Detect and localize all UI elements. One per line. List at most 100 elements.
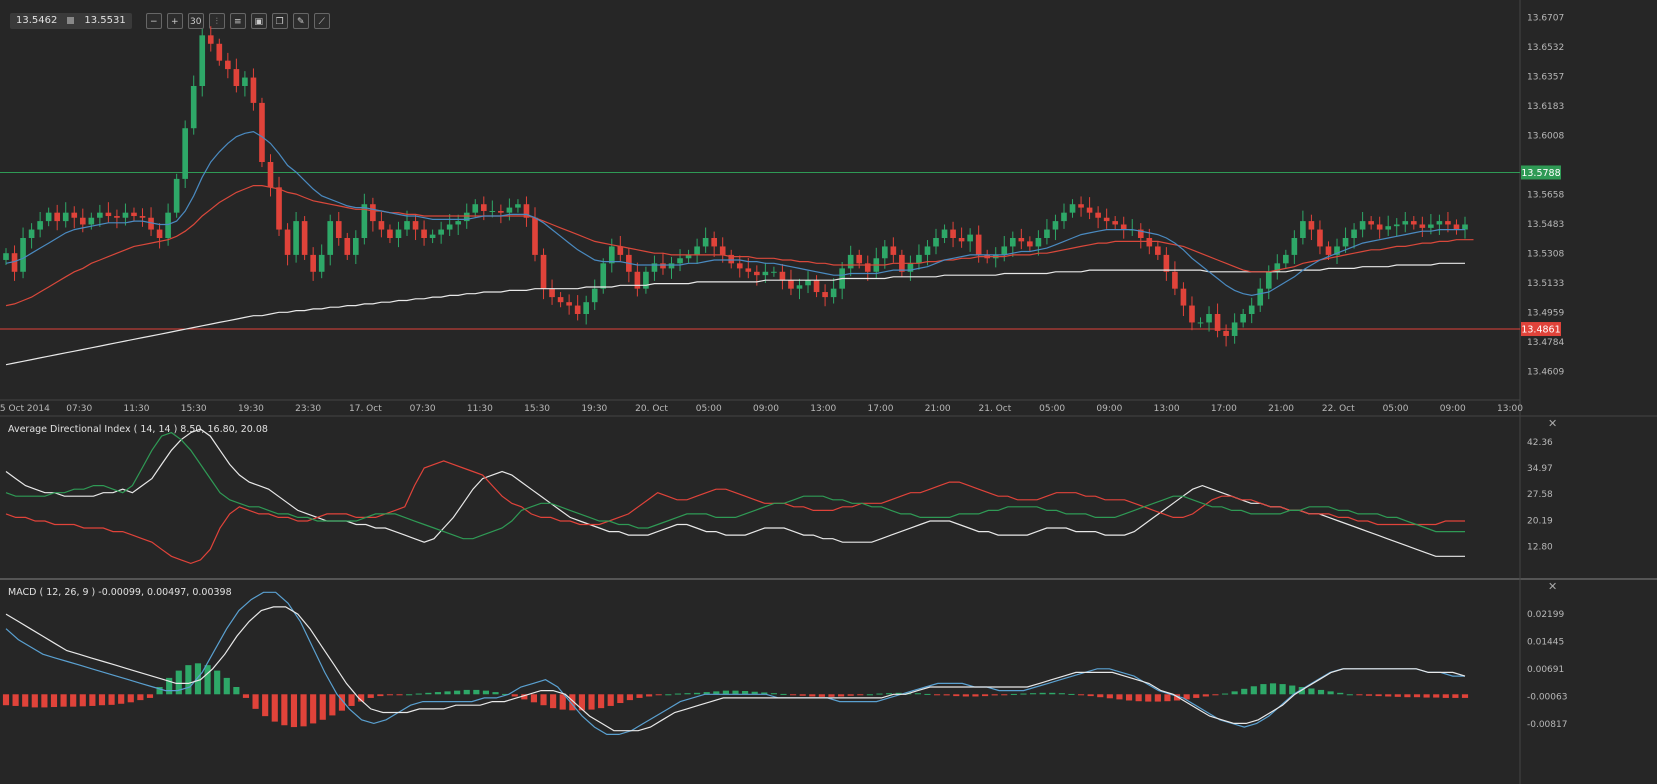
candle-body — [446, 224, 453, 230]
macd-histogram-bar — [444, 691, 451, 695]
candle-body — [122, 212, 129, 218]
macd-histogram-bar — [972, 694, 979, 697]
macd-histogram-bar — [1241, 688, 1248, 695]
candle-body — [148, 217, 154, 230]
candle-body — [62, 212, 69, 222]
candle-body — [1027, 241, 1033, 247]
candle-body — [216, 43, 223, 61]
macd-y-tick: 0.00691 — [1527, 665, 1564, 675]
candle-body — [1342, 238, 1349, 247]
macd-histogram-bar — [607, 694, 614, 706]
macd-histogram-bar — [1077, 694, 1085, 696]
draw-icon[interactable]: ⟋ — [313, 13, 330, 29]
price-y-tick: 13.6707 — [1527, 13, 1564, 23]
candle-body — [1018, 238, 1025, 242]
candle-body — [199, 35, 206, 86]
zoom-out-icon[interactable]: − — [145, 13, 162, 29]
candle-body — [557, 297, 564, 303]
candle-body — [1359, 221, 1366, 230]
macd-histogram-bar — [847, 694, 854, 696]
zoom-in-icon[interactable]: + — [166, 13, 183, 29]
candle-body — [1223, 330, 1229, 336]
candle-body — [1061, 212, 1067, 222]
macd-histogram-bar — [1461, 694, 1469, 698]
macd-histogram-bar — [1250, 686, 1257, 695]
candle-body — [3, 253, 9, 260]
candle-body — [1445, 221, 1451, 225]
candle-body — [378, 221, 385, 230]
candle-body — [762, 271, 769, 276]
price-y-tick: 13.5133 — [1527, 279, 1564, 289]
macd-histogram-bar — [137, 694, 144, 701]
candle-body — [574, 305, 581, 314]
macd-histogram-bar — [665, 694, 672, 696]
candle-body — [771, 271, 777, 273]
timeframe-button[interactable]: 30 — [187, 13, 204, 29]
macd-histogram-bar — [751, 691, 758, 695]
candle-body — [1376, 224, 1383, 230]
macd-histogram-bar — [415, 693, 422, 695]
candle-body — [1214, 314, 1221, 331]
candle-body — [813, 280, 820, 293]
price-y-tick: 13.4609 — [1527, 368, 1564, 378]
macd-histogram-bar — [530, 694, 537, 703]
candle-body — [864, 263, 871, 272]
chart-toolbar: 13.5462 13.5531 − +30 ⫶ ≡ ▣ ❐ ✎ ⟋ — [10, 12, 330, 30]
edit-icon[interactable]: ✎ — [292, 13, 309, 29]
indicators-icon[interactable]: ≡ — [229, 13, 246, 29]
macd-histogram-bar — [22, 694, 29, 707]
macd-histogram-bar — [857, 694, 864, 696]
candle-body — [634, 271, 641, 289]
candle-body — [608, 246, 615, 264]
time-x-tick: 05:00 — [696, 404, 722, 414]
macd-histogram-bar — [1029, 693, 1037, 695]
candle-body — [719, 246, 726, 255]
macd-histogram-bar — [252, 694, 259, 709]
macd-histogram-bar — [482, 690, 490, 695]
ma-fast-line — [5, 130, 1465, 297]
macd-histogram-bar — [1135, 694, 1142, 702]
candle-body — [1410, 221, 1417, 225]
macd-histogram-bar — [434, 692, 442, 695]
macd-histogram-bar — [703, 692, 710, 695]
candle-body — [643, 271, 649, 289]
macd-histogram-bar — [914, 693, 921, 695]
ma-long-line — [5, 262, 1465, 366]
macd-histogram-bar — [521, 694, 528, 700]
candle-body — [600, 263, 607, 289]
price-y-tick: 13.6183 — [1527, 102, 1564, 112]
macd-histogram-bar — [876, 693, 883, 695]
macd-histogram-bar — [1154, 694, 1161, 702]
ask-price: 13.5531 — [84, 15, 126, 26]
macd-histogram-bar — [300, 694, 307, 727]
price-y-tick: 13.5658 — [1527, 190, 1564, 200]
ma-slow-line — [5, 185, 1474, 307]
candle-body — [617, 246, 624, 255]
candle-body — [489, 210, 496, 212]
macd-histogram-bar — [1442, 694, 1449, 698]
time-x-tick: 05:00 — [1383, 404, 1409, 414]
macd-histogram-bar — [1317, 689, 1325, 695]
macd-histogram-bar — [1423, 694, 1430, 698]
chart-type-icon[interactable]: ▣ — [250, 13, 267, 29]
macd-histogram-bar — [338, 694, 346, 711]
candles-icon[interactable]: ⫶ — [208, 13, 225, 29]
macd-histogram-bar — [1087, 694, 1094, 697]
candle-body — [796, 285, 803, 289]
macd-histogram-bar — [290, 694, 298, 728]
macd-histogram-bar — [732, 690, 739, 695]
macd-histogram-bar — [1385, 694, 1392, 697]
macd-histogram-bar — [559, 694, 566, 710]
macd-histogram-bar — [511, 694, 518, 697]
candle-body — [1240, 314, 1246, 323]
candle-body — [1035, 238, 1042, 247]
price-y-tick: 13.6532 — [1527, 43, 1564, 53]
macd-histogram-bar — [953, 694, 960, 697]
copy-icon[interactable]: ❐ — [271, 13, 288, 29]
macd-histogram-bar — [1173, 694, 1181, 701]
macd-histogram-bar — [1125, 694, 1133, 701]
macd-histogram-bar — [626, 694, 633, 701]
candle-body — [1112, 221, 1118, 225]
macd-histogram-bar — [1413, 694, 1421, 698]
